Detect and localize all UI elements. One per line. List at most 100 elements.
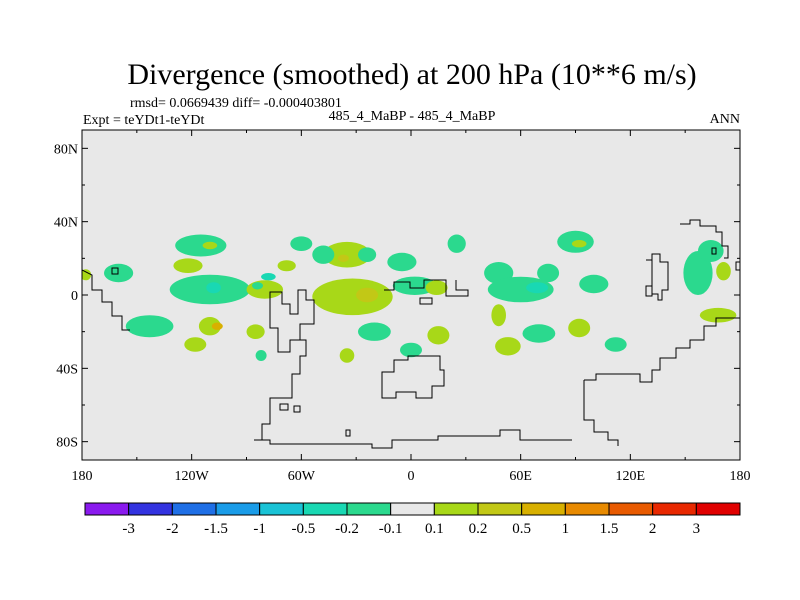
season-label: ANN (710, 112, 740, 127)
colorbar-box (128, 502, 173, 516)
colorbar-box (564, 502, 610, 516)
colorbar-box (695, 502, 741, 516)
colorbar-box (259, 502, 304, 516)
anomaly-subtrop-atl-north (447, 234, 466, 253)
anomaly-n-atlantic-band-west (312, 245, 335, 264)
anomaly-n-pacific-south (173, 258, 203, 274)
anomaly-central-america (290, 236, 313, 251)
coast-central-america (269, 289, 315, 353)
x-tick-label: 0 (408, 469, 415, 484)
divergence-field (82, 230, 737, 363)
anomaly-atl-eq-major-core (356, 287, 379, 303)
coast-south-asia (419, 297, 433, 305)
colorbar-box (171, 502, 217, 516)
anomaly-eq-pacific-neg (206, 282, 221, 294)
colorbar-box (215, 502, 261, 516)
y-tick-label: 80S (56, 436, 78, 451)
anomaly-indian-ocean-north-b (537, 263, 560, 283)
anomaly-central-america-south (277, 260, 296, 272)
anomaly-australia-east (604, 337, 627, 352)
anomaly-south-pacific-central (198, 317, 221, 336)
anomaly-s-indian-west (427, 326, 450, 345)
colorbar-box (433, 502, 479, 516)
colorbar-label: 0.1 (425, 521, 444, 537)
y-tick-label: 0 (71, 289, 78, 304)
anomaly-australia-north (568, 318, 591, 338)
anomaly-dateline-east (716, 262, 731, 281)
anomaly-n-pacific-central-core (202, 241, 218, 250)
case-line: 485_4_MaBP - 485_4_MaBP (329, 109, 496, 124)
colorbar-label: -0.1 (379, 521, 403, 537)
colorbar-label: -3 (122, 521, 135, 537)
x-tick-label: 120W (175, 469, 210, 484)
anomaly-n-atlantic-band-east (358, 247, 377, 262)
anomaly-east-pacific-eq-core (252, 282, 263, 290)
coast-antarctic-shelf (345, 429, 351, 437)
coast-australia-west (584, 317, 740, 383)
anomaly-w-africa (387, 252, 417, 272)
colorbar-box (477, 502, 523, 516)
colorbar-box (302, 502, 348, 516)
colorbar-label: 0.5 (512, 521, 531, 537)
x-tick-label: 60E (509, 469, 532, 484)
colorbar-label: 1.5 (600, 521, 619, 537)
anomaly-east-pacific-eq (246, 280, 284, 299)
coast-south-america (256, 339, 307, 441)
colorbar-label: 0.2 (469, 521, 488, 537)
anomaly-south-america (246, 324, 265, 340)
x-tick-label: 60W (288, 469, 316, 484)
anomaly-south-pacific-west (125, 315, 174, 338)
anomaly-s-atlantic-south (339, 348, 355, 363)
y-tick-label: 40S (56, 362, 78, 377)
coast-caribbean (279, 403, 301, 413)
anomaly-sw-atlantic (358, 322, 391, 341)
anomaly-s-indian-central (491, 304, 507, 327)
colorbar-label: -2 (166, 521, 179, 537)
colorbar-box (608, 502, 654, 516)
stats-line: rmsd= 0.0669439 diff= -0.000403801 (130, 96, 342, 111)
chart-title: Divergence (smoothed) at 200 hPa (10**6 … (127, 58, 696, 91)
anomaly-s-pacific-east-small (255, 350, 267, 361)
colorbar-label: -1.5 (204, 521, 228, 537)
anomaly-atl-eq-major (312, 278, 393, 316)
colorbar-label: 1 (562, 521, 570, 537)
coast-australia-south (583, 380, 619, 446)
coastlines (82, 219, 740, 449)
anomaly-w-pacific-chain (683, 251, 713, 295)
anomaly-africa-eq-neg (392, 276, 437, 295)
coast-madagascar (381, 355, 445, 399)
x-tick-label: 120E (616, 469, 646, 484)
anomaly-w-pacific-chain-north (698, 240, 724, 262)
anomaly-south-pacific-core (211, 322, 223, 330)
anomaly-n-atlantic-band-core (337, 254, 349, 262)
colorbar-box (521, 502, 566, 516)
anomaly-s-indian-east (522, 324, 556, 343)
coast-southern-ocean-left (254, 429, 572, 449)
anomaly-sw-pacific (699, 307, 737, 323)
coast-africa (384, 279, 469, 297)
anomaly-edge-west (82, 269, 92, 281)
anomaly-n-pacific-west (104, 263, 134, 283)
x-tick-label: 180 (730, 469, 751, 484)
colorbar-label: 2 (649, 521, 657, 537)
colorbar-box (652, 502, 697, 516)
y-tick-label: 80N (54, 142, 78, 157)
colorbar-label: 3 (693, 521, 701, 537)
experiment-line: Expt = teYDt1-teYDt (83, 113, 205, 128)
x-tick-label: 180 (72, 469, 93, 484)
anomaly-s-indian-south (495, 337, 521, 356)
colorbar: -3 -2 -1.5 -1 -0.5 -0.2 -0.1 0.1 0.2 0.5 1 1.5 2 3 (84, 502, 741, 537)
anomaly-africa-eq-pos (425, 280, 448, 296)
anomaly-south-pacific-east (184, 337, 207, 352)
anomaly-n-atlantic-band (323, 241, 371, 268)
y-tick-label: 40N (54, 216, 78, 231)
axes: 180 120W 60W 0 60E 120E 180 80N 40N 0 40S 80S (54, 130, 751, 484)
anomaly-w-pacific-north-core (571, 240, 587, 248)
colorbar-label: -0.5 (291, 521, 315, 537)
anomaly-maritime-continent-neg (526, 282, 549, 294)
colorbar-box (84, 502, 130, 516)
coast-pacific-islands (111, 247, 740, 275)
coast-north-america-west (82, 269, 130, 331)
anomaly-w-pacific-north-b (579, 274, 609, 294)
